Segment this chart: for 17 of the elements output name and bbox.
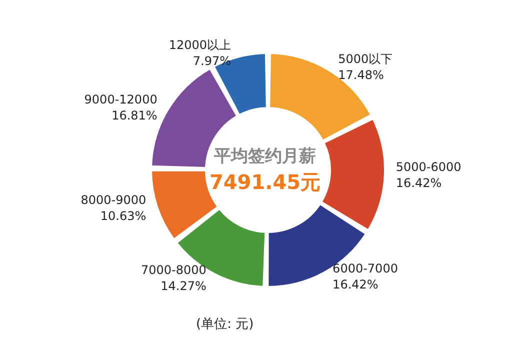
slice-label: 7000-8000 bbox=[140, 262, 206, 277]
data-label: 16.81% bbox=[112, 108, 158, 123]
data-label: 16.42% bbox=[332, 277, 378, 292]
text: (单位: 元) bbox=[196, 317, 254, 332]
data-label: 14.27% bbox=[160, 278, 206, 293]
text: 7491.45元 bbox=[209, 170, 321, 194]
data-label: 10.63% bbox=[100, 209, 146, 224]
slice-label: 5000-6000 bbox=[396, 160, 462, 174]
data-label: 7.97% bbox=[192, 54, 232, 68]
text: 平均签约月薪 bbox=[213, 146, 316, 166]
data-label: 16.42% bbox=[396, 176, 442, 190]
slice-label: 12000以上 bbox=[168, 38, 232, 52]
data-label: 17.48% bbox=[338, 68, 384, 82]
slice-label: 6000-7000 bbox=[332, 261, 398, 276]
slice-label: 8000-9000 bbox=[80, 193, 146, 208]
slice-label: 9000-12000 bbox=[84, 92, 158, 107]
slice-label: 5000以下 bbox=[338, 52, 393, 66]
